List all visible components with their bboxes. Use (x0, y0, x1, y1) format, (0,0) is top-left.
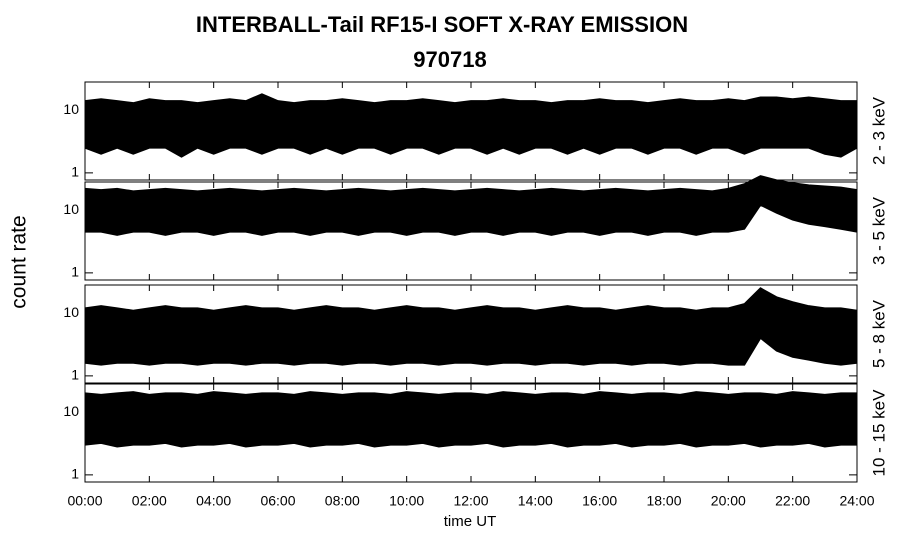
band-area (85, 94, 857, 157)
x-tick-label: 16:00 (582, 493, 617, 509)
y-tick-label: 10 (63, 304, 79, 320)
panel-label: 2 - 3 keV (869, 96, 888, 165)
x-tick-label: 04:00 (196, 493, 231, 509)
upper-envelope (84, 391, 857, 396)
lower-envelope (84, 336, 858, 366)
upper-envelope (84, 287, 858, 312)
chart-title: INTERBALL-Tail RF15-I SOFT X-RAY EMISSIO… (196, 12, 688, 37)
y-tick-label: 1 (71, 367, 79, 383)
y-tick-label: 10 (63, 403, 79, 419)
x-tick-label: 14:00 (518, 493, 553, 509)
x-tick-label: 02:00 (132, 493, 167, 509)
x-tick-label: 12:00 (453, 493, 488, 509)
panel-label: 3 - 5 keV (869, 196, 888, 265)
band-area (85, 175, 857, 236)
x-tick-label: 06:00 (260, 493, 295, 509)
band-area (85, 391, 857, 447)
y-axis-label: count rate (8, 215, 31, 308)
band-area (85, 288, 857, 365)
lower-envelope (84, 442, 857, 448)
upper-envelope (84, 175, 858, 192)
panel-label: 10 - 15 keV (869, 389, 888, 477)
chart-subtitle: 970718 (413, 47, 486, 72)
x-axis-label: time UT (444, 513, 497, 530)
y-tick-label: 1 (71, 264, 79, 280)
x-tick-label: 18:00 (646, 493, 681, 509)
y-tick-label: 10 (63, 101, 79, 117)
y-tick-label: 1 (71, 164, 79, 180)
x-tick-label: 08:00 (325, 493, 360, 509)
x-tick-label: 22:00 (775, 493, 810, 509)
x-tick-label: 00:00 (67, 493, 102, 509)
lower-envelope (84, 147, 858, 158)
x-tick-label: 10:00 (389, 493, 424, 509)
y-tick-label: 10 (63, 201, 79, 217)
panel-label: 5 - 8 keV (869, 299, 888, 368)
x-tick-label: 20:00 (711, 493, 746, 509)
x-tick-label: 24:00 (839, 493, 874, 509)
upper-envelope (84, 93, 857, 104)
lower-envelope (85, 204, 858, 236)
y-tick-label: 1 (71, 466, 79, 482)
